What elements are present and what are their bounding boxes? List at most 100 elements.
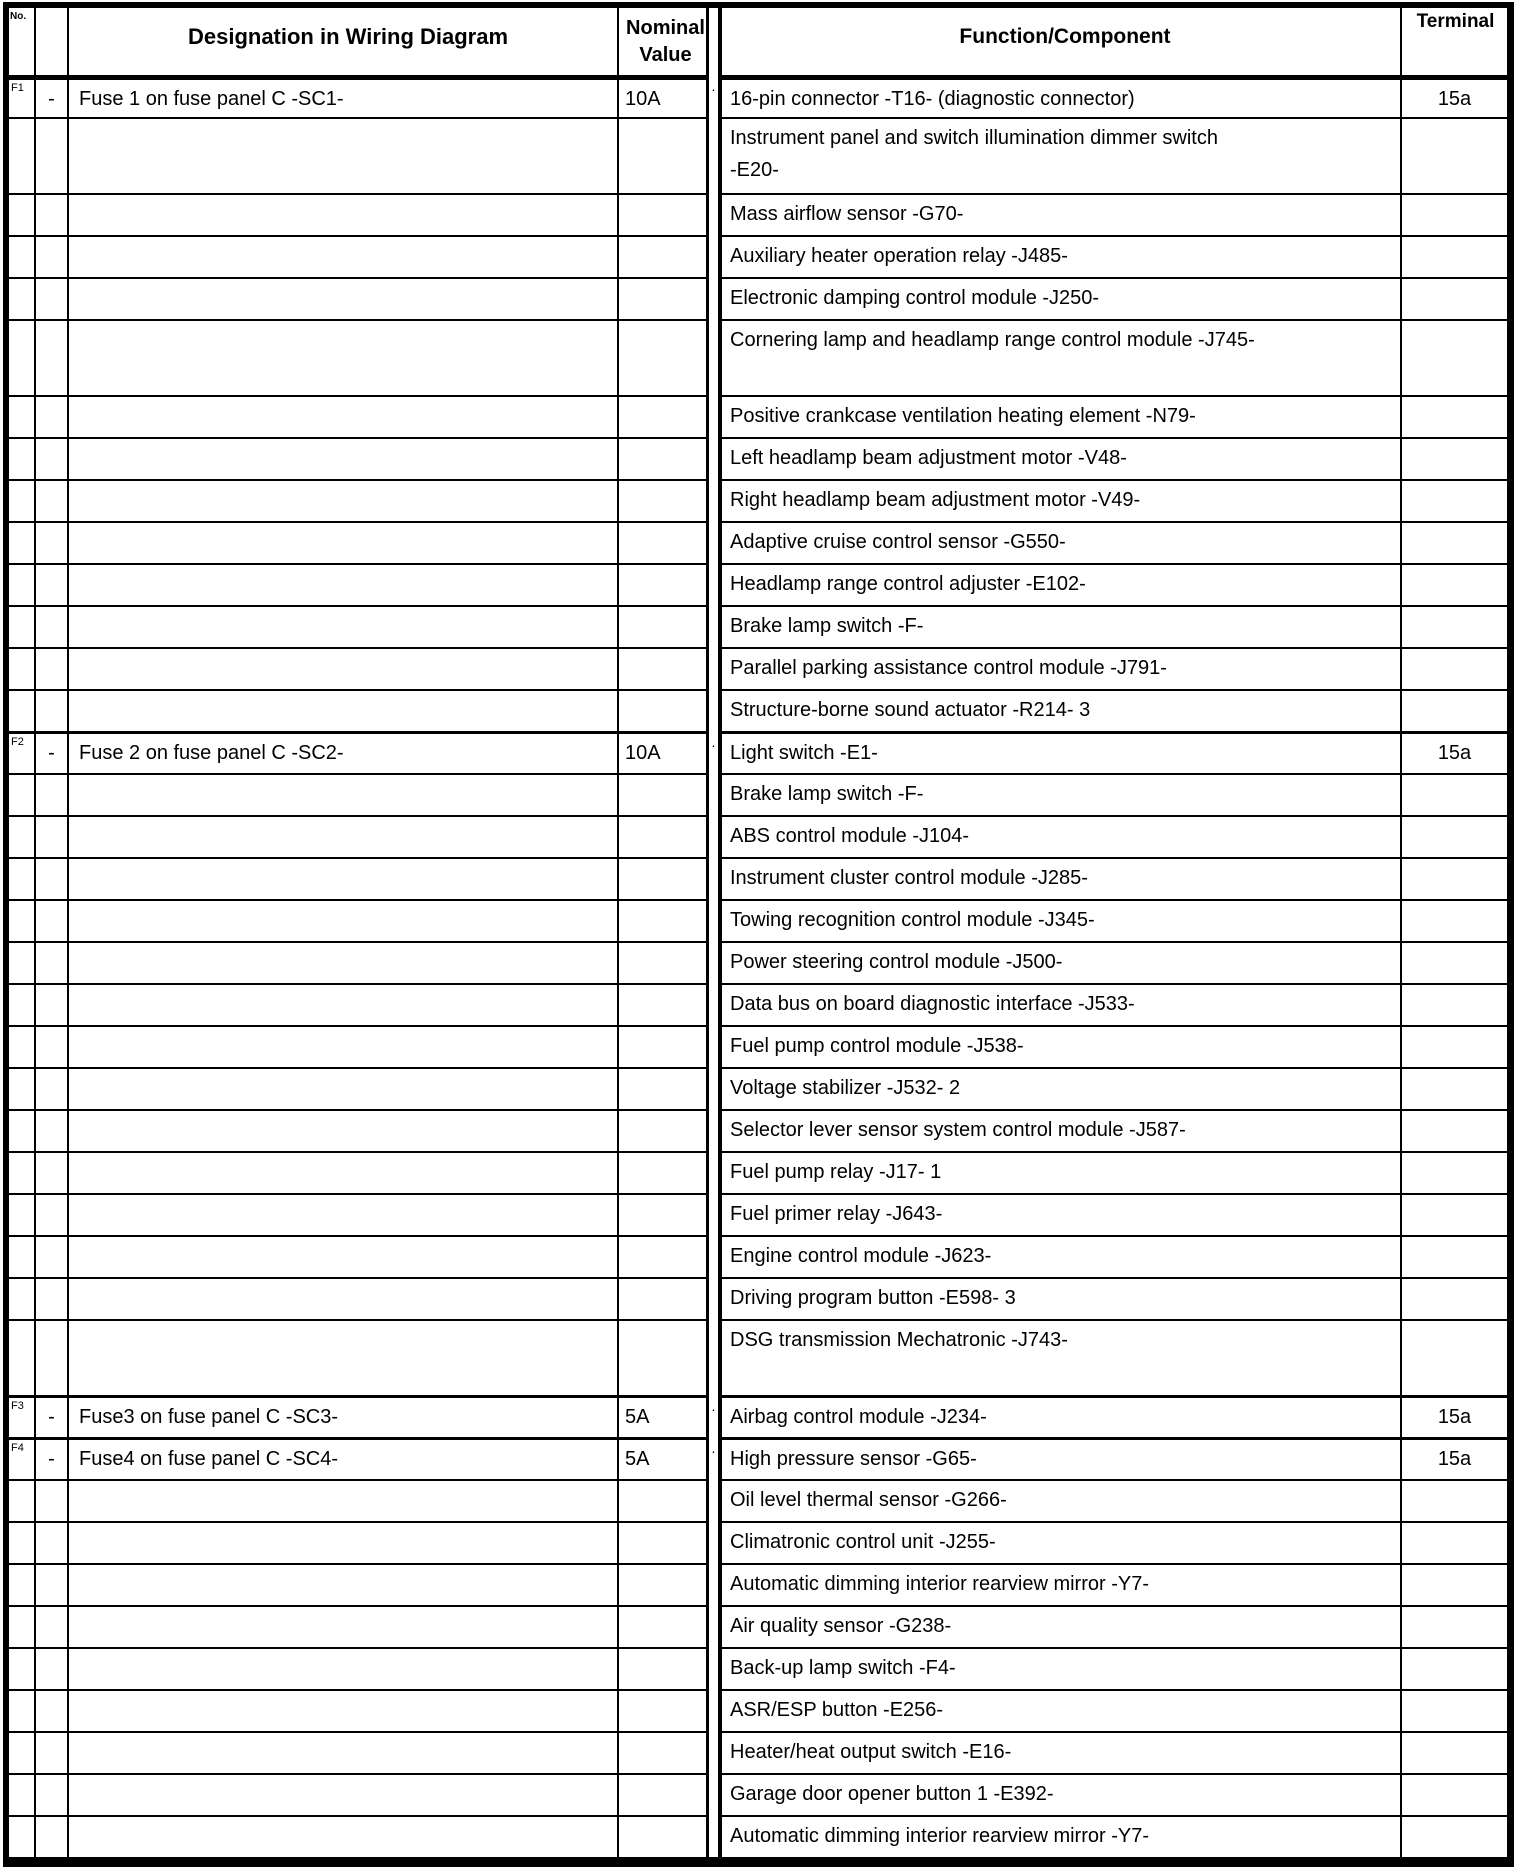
fuse-id-cell <box>9 117 36 193</box>
dash-cell <box>36 521 69 563</box>
designation-cell <box>69 319 619 395</box>
terminal-cell: 15a <box>1402 1437 1507 1479</box>
function-component-cell: Adaptive cruise control sensor -G550- <box>722 521 1402 563</box>
table-row: DSG transmission Mechatronic -J743- <box>9 1319 1507 1395</box>
dash-cell <box>36 1319 69 1395</box>
nominal-value-cell <box>619 117 709 193</box>
function-component-cell: Automatic dimming interior rearview mirr… <box>722 1563 1402 1605</box>
function-component-cell: Headlamp range control adjuster -E102- <box>722 563 1402 605</box>
terminal-cell <box>1402 1067 1507 1109</box>
dash-cell: - <box>36 1437 69 1479</box>
table-row: ABS control module -J104- <box>9 815 1507 857</box>
fuse-id-cell: F3 <box>9 1395 36 1437</box>
dash-cell <box>36 563 69 605</box>
separator-dot <box>709 941 722 983</box>
terminal-cell <box>1402 235 1507 277</box>
nominal-value-cell <box>619 941 709 983</box>
function-component-cell: Left headlamp beam adjustment motor -V48… <box>722 437 1402 479</box>
fuse-id-cell: F1 <box>9 75 36 117</box>
terminal-cell <box>1402 563 1507 605</box>
designation-cell: Fuse4 on fuse panel C -SC4- <box>69 1437 619 1479</box>
designation-cell <box>69 899 619 941</box>
function-component-cell: Brake lamp switch -F- <box>722 605 1402 647</box>
separator-dot <box>709 319 722 395</box>
dash-cell <box>36 815 69 857</box>
dash-cell <box>36 1151 69 1193</box>
header-gap <box>709 8 722 75</box>
table-row: Oil level thermal sensor -G266- <box>9 1479 1507 1521</box>
separator-dot <box>709 1731 722 1773</box>
function-component-cell: Electronic damping control module -J250- <box>722 277 1402 319</box>
nominal-value-cell <box>619 1731 709 1773</box>
designation-cell <box>69 1151 619 1193</box>
fuse-id-cell <box>9 1815 36 1857</box>
function-component-cell: Fuel pump control module -J538- <box>722 1025 1402 1067</box>
designation-cell <box>69 1277 619 1319</box>
separator-dot <box>709 983 722 1025</box>
table-row: Towing recognition control module -J345- <box>9 899 1507 941</box>
terminal-cell <box>1402 1563 1507 1605</box>
terminal-cell <box>1402 1521 1507 1563</box>
function-component-cell: Structure-borne sound actuator -R214- 3 <box>722 689 1402 731</box>
dash-cell <box>36 1605 69 1647</box>
designation-cell <box>69 983 619 1025</box>
separator-dot: · <box>709 731 722 773</box>
function-component-cell: Selector lever sensor system control mod… <box>722 1109 1402 1151</box>
function-component-cell: Positive crankcase ventilation heating e… <box>722 395 1402 437</box>
terminal-cell: 15a <box>1402 1395 1507 1437</box>
table-row: Selector lever sensor system control mod… <box>9 1109 1507 1151</box>
designation-cell <box>69 117 619 193</box>
terminal-cell <box>1402 1605 1507 1647</box>
terminal-cell <box>1402 1193 1507 1235</box>
table-row: Garage door opener button 1 -E392- <box>9 1773 1507 1815</box>
separator-dot <box>709 479 722 521</box>
terminal-cell <box>1402 1025 1507 1067</box>
nominal-value-cell <box>619 1689 709 1731</box>
dash-cell <box>36 1647 69 1689</box>
designation-cell <box>69 1773 619 1815</box>
designation-cell <box>69 941 619 983</box>
fuse-id-cell <box>9 647 36 689</box>
table-header-row: No. Designation in Wiring Diagram Nomina… <box>9 8 1507 75</box>
dash-cell <box>36 689 69 731</box>
separator-dot <box>709 647 722 689</box>
fuse-id-cell <box>9 1235 36 1277</box>
designation-cell <box>69 815 619 857</box>
dash-cell <box>36 983 69 1025</box>
fuse-id-cell <box>9 1025 36 1067</box>
terminal-cell <box>1402 857 1507 899</box>
designation-cell <box>69 235 619 277</box>
table-row: Adaptive cruise control sensor -G550- <box>9 521 1507 563</box>
terminal-cell <box>1402 1109 1507 1151</box>
nominal-value-cell <box>619 815 709 857</box>
dash-cell <box>36 479 69 521</box>
nominal-value-cell <box>619 1815 709 1857</box>
terminal-cell <box>1402 277 1507 319</box>
nominal-value-cell <box>619 1067 709 1109</box>
function-component-cell: Instrument panel and switch illumination… <box>722 117 1402 193</box>
terminal-cell <box>1402 117 1507 193</box>
nominal-value-cell <box>619 857 709 899</box>
fuse-id-cell <box>9 1067 36 1109</box>
table-body: F1 - Fuse 1 on fuse panel C -SC1- 10A · … <box>9 75 1507 1857</box>
nominal-value-cell <box>619 277 709 319</box>
fuse-id-cell <box>9 1689 36 1731</box>
dash-cell <box>36 1731 69 1773</box>
dash-cell <box>36 1689 69 1731</box>
dash-cell <box>36 193 69 235</box>
header-no: No. <box>9 8 36 75</box>
dash-cell <box>36 117 69 193</box>
dash-cell <box>36 941 69 983</box>
designation-cell <box>69 1563 619 1605</box>
designation-cell: Fuse 1 on fuse panel C -SC1- <box>69 75 619 117</box>
nominal-value-cell <box>619 395 709 437</box>
terminal-cell: 15a <box>1402 731 1507 773</box>
fuse-id-cell <box>9 1479 36 1521</box>
dash-cell <box>36 1067 69 1109</box>
fuse-id-cell <box>9 1319 36 1395</box>
terminal-cell <box>1402 437 1507 479</box>
nominal-value-cell <box>619 1605 709 1647</box>
terminal-cell <box>1402 1319 1507 1395</box>
table-row: Data bus on board diagnostic interface -… <box>9 983 1507 1025</box>
fuse-id-cell <box>9 1563 36 1605</box>
